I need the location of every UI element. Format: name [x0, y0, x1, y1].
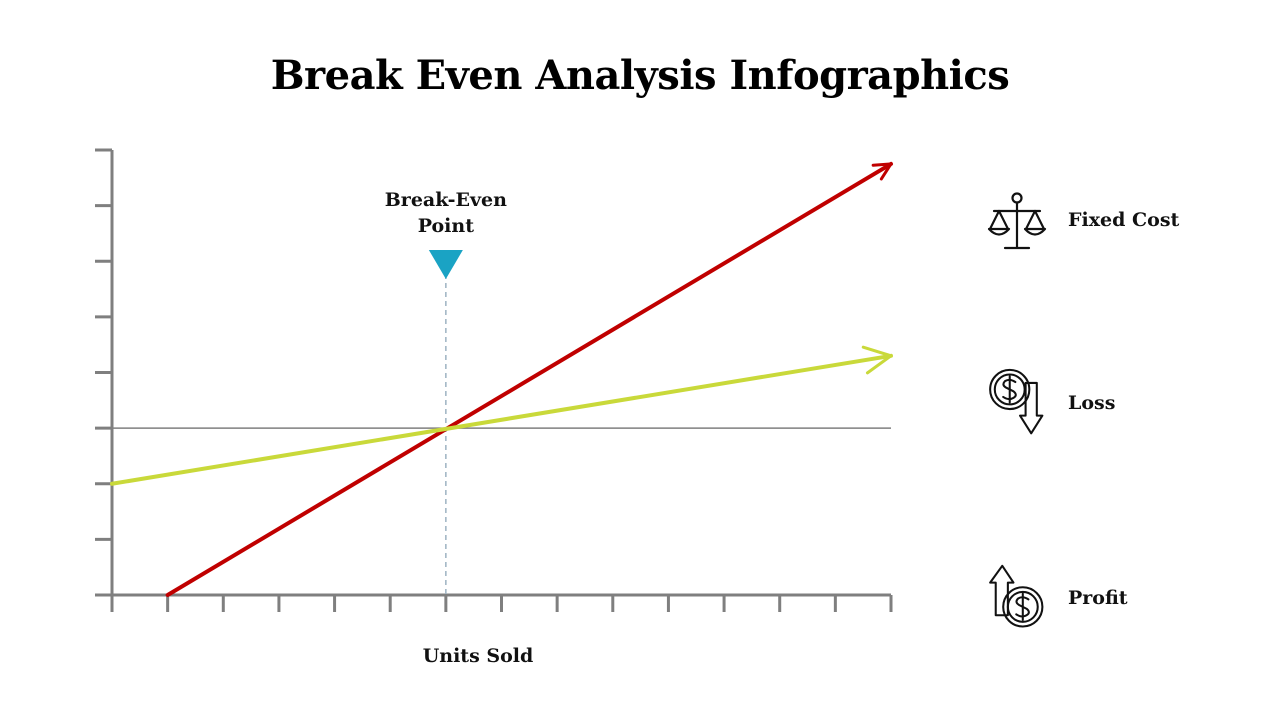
legend-item-loss: Loss: [980, 368, 1260, 438]
page-title: Break Even Analysis Infographics: [270, 52, 1010, 99]
chart-axes: [95, 148, 893, 612]
dollar-up-icon: [989, 564, 1044, 628]
legend-item-fixed-cost: Fixed Cost: [980, 185, 1260, 255]
scale-icon: [987, 192, 1047, 250]
break-even-marker: [428, 250, 463, 279]
legend-label-profit: Profit: [1068, 587, 1128, 609]
legend-label-fixed-cost: Fixed Cost: [1068, 209, 1180, 231]
series-line-green: [110, 345, 893, 486]
dollar-down-icon: [989, 368, 1044, 435]
series-line-red: [165, 161, 893, 597]
chart-labels: Break-Even Point Units Sold: [385, 189, 534, 667]
legend-item-profit: Profit: [980, 563, 1260, 633]
chart-series: [110, 161, 893, 597]
x-axis-label: Units Sold: [423, 645, 534, 667]
break-even-label-line1: Break-Even: [385, 189, 507, 211]
legend-label-loss: Loss: [1068, 392, 1116, 414]
break-even-label-line2: Point: [418, 215, 474, 237]
break-even-chart: Break-Even Point Units Sold: [95, 148, 893, 667]
